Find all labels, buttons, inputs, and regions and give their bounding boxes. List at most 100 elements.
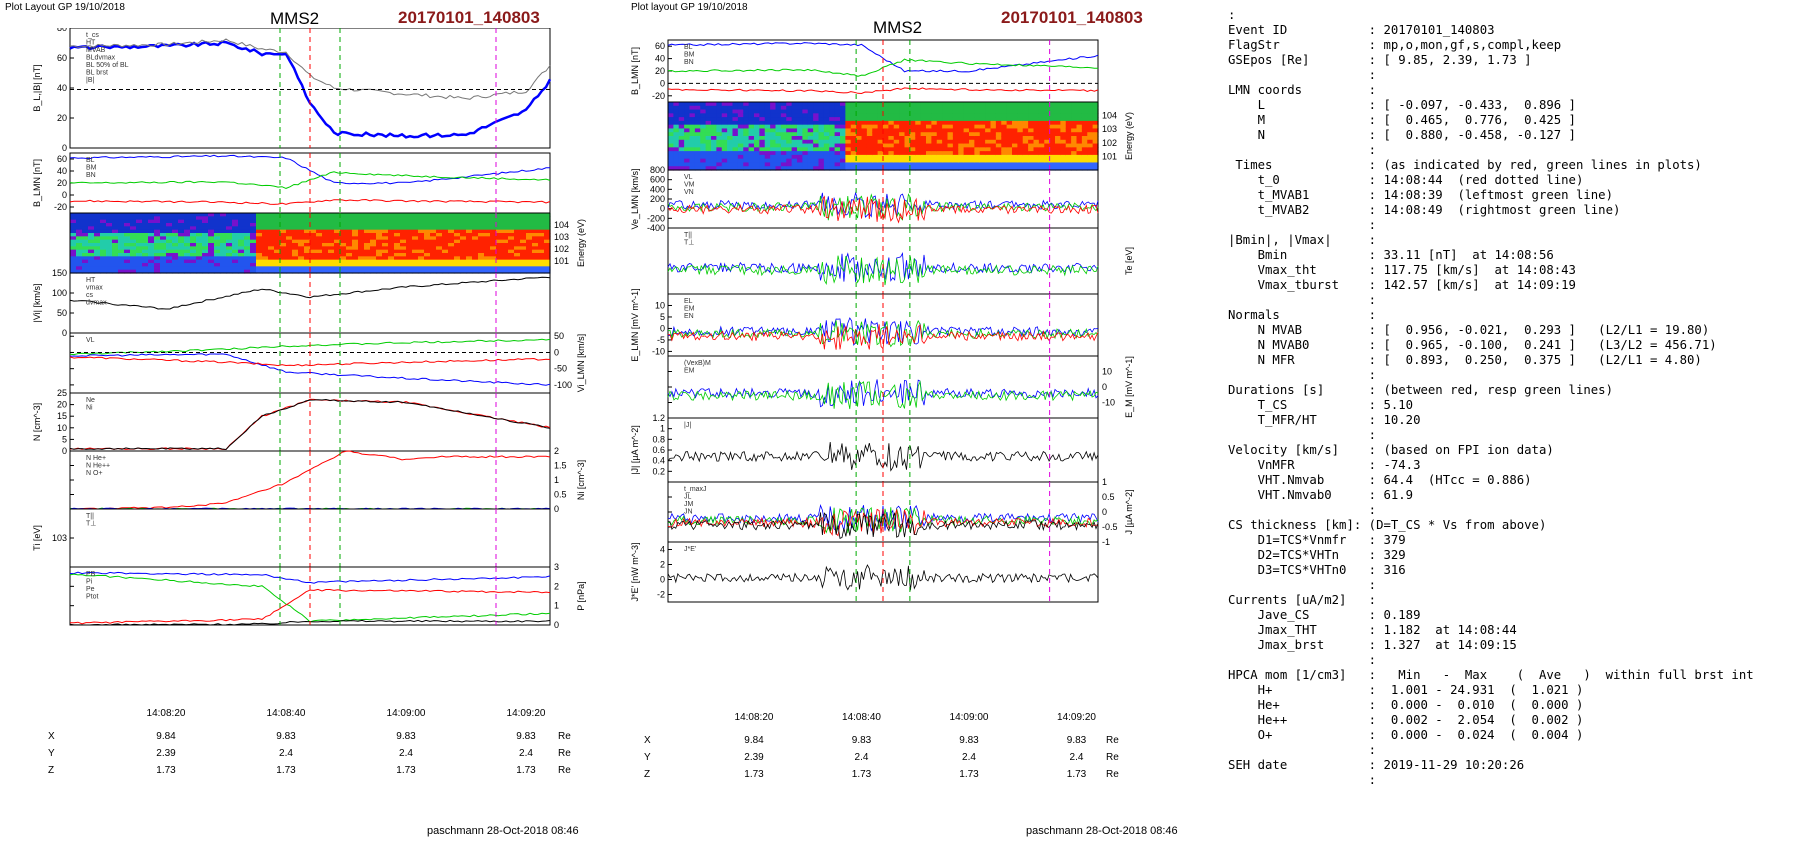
spectrogram-cell <box>705 128 712 133</box>
spectrogram-cell <box>1022 154 1029 160</box>
spectrogram-cell <box>845 102 852 107</box>
spectrogram-cell <box>394 263 401 267</box>
info-line: Jmax_THT : 1.182 at 14:08:44 <box>1228 623 1517 637</box>
spectrogram-cell <box>705 166 712 171</box>
spectrogram-cell <box>160 269 167 274</box>
spectrogram-cell <box>244 256 251 261</box>
spectrogram-cell <box>382 223 389 227</box>
spectrogram-cell <box>412 269 419 274</box>
spectrogram-cell <box>388 253 395 257</box>
spectrogram-cell <box>883 132 889 137</box>
spectrogram-cell <box>154 253 161 257</box>
spectrogram-cell <box>979 166 986 171</box>
spectrogram-cell <box>920 158 927 164</box>
y-tick-label: 0.2 <box>652 466 665 476</box>
spectrogram-cell <box>196 269 203 274</box>
spectrogram-cell <box>334 216 341 221</box>
spectrogram-cell <box>1065 162 1072 167</box>
spectrogram-cell <box>406 213 413 217</box>
spectrogram-cell <box>888 124 895 130</box>
spectrogram-cell <box>322 233 329 237</box>
spectrogram-cell <box>70 226 77 231</box>
spectrogram-cell <box>866 162 873 167</box>
spectrogram-cell <box>936 166 943 171</box>
spectrogram-cell <box>872 166 879 171</box>
spectrogram-cell <box>689 105 696 111</box>
y-tick-label: 10 <box>655 300 665 310</box>
spectrogram-cell <box>202 213 209 217</box>
spectrogram-cell <box>196 213 203 217</box>
spectrogram-cell <box>382 246 389 251</box>
spectrogram-cell <box>952 147 959 152</box>
spectrogram-cell <box>442 233 449 237</box>
info-line: : <box>1228 368 1377 382</box>
spectrogram-cell <box>130 236 137 241</box>
spectrogram-cell <box>861 132 868 137</box>
spectrogram-cell <box>1076 105 1083 111</box>
spectrogram-cell <box>1076 162 1083 167</box>
spectrogram-cell <box>106 239 113 244</box>
spectrogram-cell <box>969 124 975 130</box>
spectrogram-cell <box>1092 158 1099 164</box>
spectrogram-cell <box>904 139 911 145</box>
time-tick-label: 14:08:40 <box>842 712 881 723</box>
spectrogram-cell <box>818 158 825 164</box>
spectrogram-cell <box>1033 143 1040 148</box>
spectrogram-cell <box>1076 117 1083 122</box>
spectrogram-cell <box>888 162 895 167</box>
spectrogram-cell <box>770 158 777 164</box>
spectrogram-cell <box>1033 124 1040 130</box>
spectrogram-cell <box>673 162 680 167</box>
spectrogram-cell <box>775 154 782 160</box>
spectrogram-cell <box>990 124 997 130</box>
spectrogram-cell <box>358 263 365 267</box>
spectrogram-cell <box>250 259 257 264</box>
spectrogram-cell <box>340 233 347 237</box>
spectrogram-cell <box>526 229 533 234</box>
spectrogram-cell <box>496 246 503 251</box>
spectrogram-cell <box>1017 147 1024 152</box>
spectrogram-cell <box>268 219 275 224</box>
spectrogram-cell <box>460 256 467 261</box>
spectrogram-cell <box>280 233 287 237</box>
spectrogram-cell <box>1022 109 1029 114</box>
spectrogram-cell <box>952 151 959 156</box>
spectrogram-cell <box>979 105 986 111</box>
spectrogram-cell <box>668 166 674 171</box>
spectrogram-cell <box>148 219 155 224</box>
spectrogram-cell <box>673 120 680 126</box>
spectrogram-cell <box>190 236 197 241</box>
spectrogram-cell <box>316 253 323 257</box>
spectrogram-cell <box>340 259 347 264</box>
spectrogram-cell <box>136 223 143 227</box>
spectrogram-cell <box>316 263 323 267</box>
spectrogram-cell <box>1071 154 1078 160</box>
spectrogram-cell <box>250 226 257 231</box>
spectrogram-cell <box>496 213 503 217</box>
y-tick-label: 1 <box>660 424 665 434</box>
spectrogram-cell <box>995 132 1002 137</box>
spectrogram-cell <box>280 219 287 224</box>
spectrogram-cell <box>952 143 959 148</box>
spectrogram-cell <box>974 143 981 148</box>
spectrogram-cell <box>220 223 227 227</box>
spectrogram-cell <box>208 263 215 267</box>
coord-value: 9.83 <box>852 735 872 746</box>
spectrogram-cell <box>947 105 954 111</box>
spectrogram-cell <box>834 158 841 164</box>
spectrogram-cell <box>727 132 734 137</box>
spectrogram-cell <box>88 223 95 227</box>
spectrogram-cell <box>166 246 173 251</box>
spectrogram-cell <box>196 226 203 231</box>
spectrogram-cell <box>1017 139 1024 145</box>
spectrogram-cell <box>694 128 701 133</box>
spectrogram-cell <box>364 229 371 234</box>
spectrogram-cell <box>94 269 101 274</box>
spectrogram-cell <box>70 246 77 251</box>
spectrogram-cell <box>538 269 545 274</box>
spectrogram-cell <box>1055 117 1061 122</box>
spectrogram-cell <box>861 154 868 160</box>
spectrogram-cell <box>196 216 203 221</box>
spectrogram-cell <box>791 132 798 137</box>
coord-value: 1.73 <box>396 765 416 776</box>
